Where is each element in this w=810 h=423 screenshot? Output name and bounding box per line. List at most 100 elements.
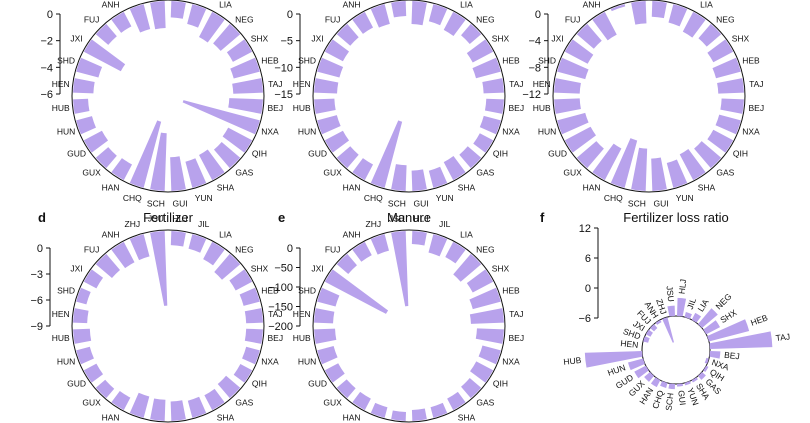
category-label: HEB <box>261 55 279 65</box>
bar-yun <box>684 381 691 386</box>
bar-sch <box>391 164 407 191</box>
category-label: NEG <box>235 15 253 25</box>
bar-jsu <box>391 1 407 18</box>
bar-heb <box>472 57 501 79</box>
axis-tick-label: −10 <box>274 62 293 74</box>
bar-neg <box>213 23 241 51</box>
category-label: JXI <box>311 264 323 274</box>
bar-hub <box>314 328 337 344</box>
bar-gas <box>459 146 482 169</box>
category-label: SCH <box>388 198 406 208</box>
category-label: GUI <box>173 198 188 208</box>
category-label: QIH <box>252 378 267 388</box>
category-label: ANH <box>583 0 601 10</box>
category-label: GUX <box>323 167 342 177</box>
axis-tick-label: −4 <box>40 62 53 74</box>
category-label: HEB <box>502 285 520 295</box>
category-label: SHD <box>57 55 75 65</box>
bar-neg <box>697 308 718 329</box>
bar-gud <box>634 365 649 379</box>
category-label: JXI <box>70 34 82 44</box>
bar-zhj <box>662 317 674 343</box>
category-label: HUB <box>293 103 311 113</box>
bar-shx <box>226 39 253 62</box>
bar-yun <box>666 159 688 188</box>
category-label: GAS <box>235 167 253 177</box>
bar-gas <box>217 375 241 399</box>
panel-title: Manure <box>387 210 431 225</box>
category-label: GUX <box>323 397 342 407</box>
bar-taj <box>717 78 744 94</box>
bar-bej <box>720 98 744 114</box>
baseline-circle <box>71 0 265 193</box>
category-label: BEJ <box>724 350 741 362</box>
bar-shd <box>76 287 91 305</box>
category-label: HUB <box>293 333 311 343</box>
axis-tick-label: −50 <box>274 263 293 275</box>
bar-sha <box>204 388 225 411</box>
category-label: GUD <box>548 148 567 158</box>
category-label: HUB <box>533 103 551 113</box>
category-label: YUN <box>195 193 213 203</box>
category-label: BEJ <box>749 103 765 113</box>
category-label: GUD <box>308 148 327 158</box>
bar-shx <box>707 39 734 63</box>
bar-han <box>111 390 131 411</box>
bar-gas <box>213 141 241 169</box>
bar-anh <box>111 241 135 269</box>
category-label: HEN <box>293 309 311 319</box>
category-label: HEN <box>533 79 551 89</box>
bar-chq <box>610 138 638 188</box>
category-label: GUI <box>654 198 669 208</box>
bar-gux <box>336 379 356 399</box>
bar-sch <box>150 132 167 191</box>
category-label: GUI <box>676 390 688 406</box>
axis-tick-label: −15 <box>274 89 293 101</box>
category-label: JXI <box>70 264 82 274</box>
bar-gux <box>95 147 117 169</box>
category-label: SHX <box>492 34 510 44</box>
category-label: NXA <box>742 127 760 137</box>
category-label: HUB <box>52 333 70 343</box>
category-label: TAJ <box>509 79 523 89</box>
category-label: YUN <box>676 193 694 203</box>
bar-zhj <box>370 234 389 255</box>
category-label: QIH <box>493 148 508 158</box>
bar-sch <box>150 398 166 421</box>
bar-jsu <box>150 231 168 306</box>
category-label: HUN <box>57 357 75 367</box>
axis-tick-label: −6 <box>578 313 591 325</box>
category-label: ANH <box>102 0 120 10</box>
bar-lia <box>443 11 466 37</box>
bar-han <box>111 158 133 181</box>
bar-gux <box>644 371 655 382</box>
bar-jxi <box>83 39 126 72</box>
bar-fuj <box>336 253 357 274</box>
bar-han <box>352 158 374 181</box>
category-label: BEJ <box>509 103 525 113</box>
bar-jsu <box>391 231 409 307</box>
axis-tick-label: −150 <box>268 302 293 314</box>
bar-hlj <box>411 231 427 246</box>
bar-sha <box>199 149 225 181</box>
bar-hub <box>73 98 90 114</box>
category-label: SHX <box>251 34 269 44</box>
bar-nxa <box>182 100 260 135</box>
bar-jil <box>428 4 448 26</box>
bar-bej <box>475 328 504 344</box>
bar-hlj <box>170 1 186 19</box>
bar-hun <box>76 116 96 135</box>
bar-qih <box>233 364 253 383</box>
category-label: JXI <box>551 34 563 44</box>
bar-hen <box>314 308 335 324</box>
bar-gas <box>697 371 706 380</box>
bar-bej <box>709 351 721 359</box>
category-label: HUN <box>57 127 75 137</box>
category-label: QIH <box>733 148 748 158</box>
category-label: FUJ <box>565 15 581 25</box>
panel-3: 0−4−8−12HLJJILLIANEGSHXHEBTAJBEJNXAQIHGA… <box>522 0 764 208</box>
category-label: YUN <box>436 193 454 203</box>
category-label: SHX <box>251 264 269 274</box>
